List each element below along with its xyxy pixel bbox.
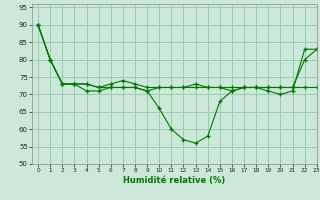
X-axis label: Humidité relative (%): Humidité relative (%) xyxy=(123,176,226,185)
